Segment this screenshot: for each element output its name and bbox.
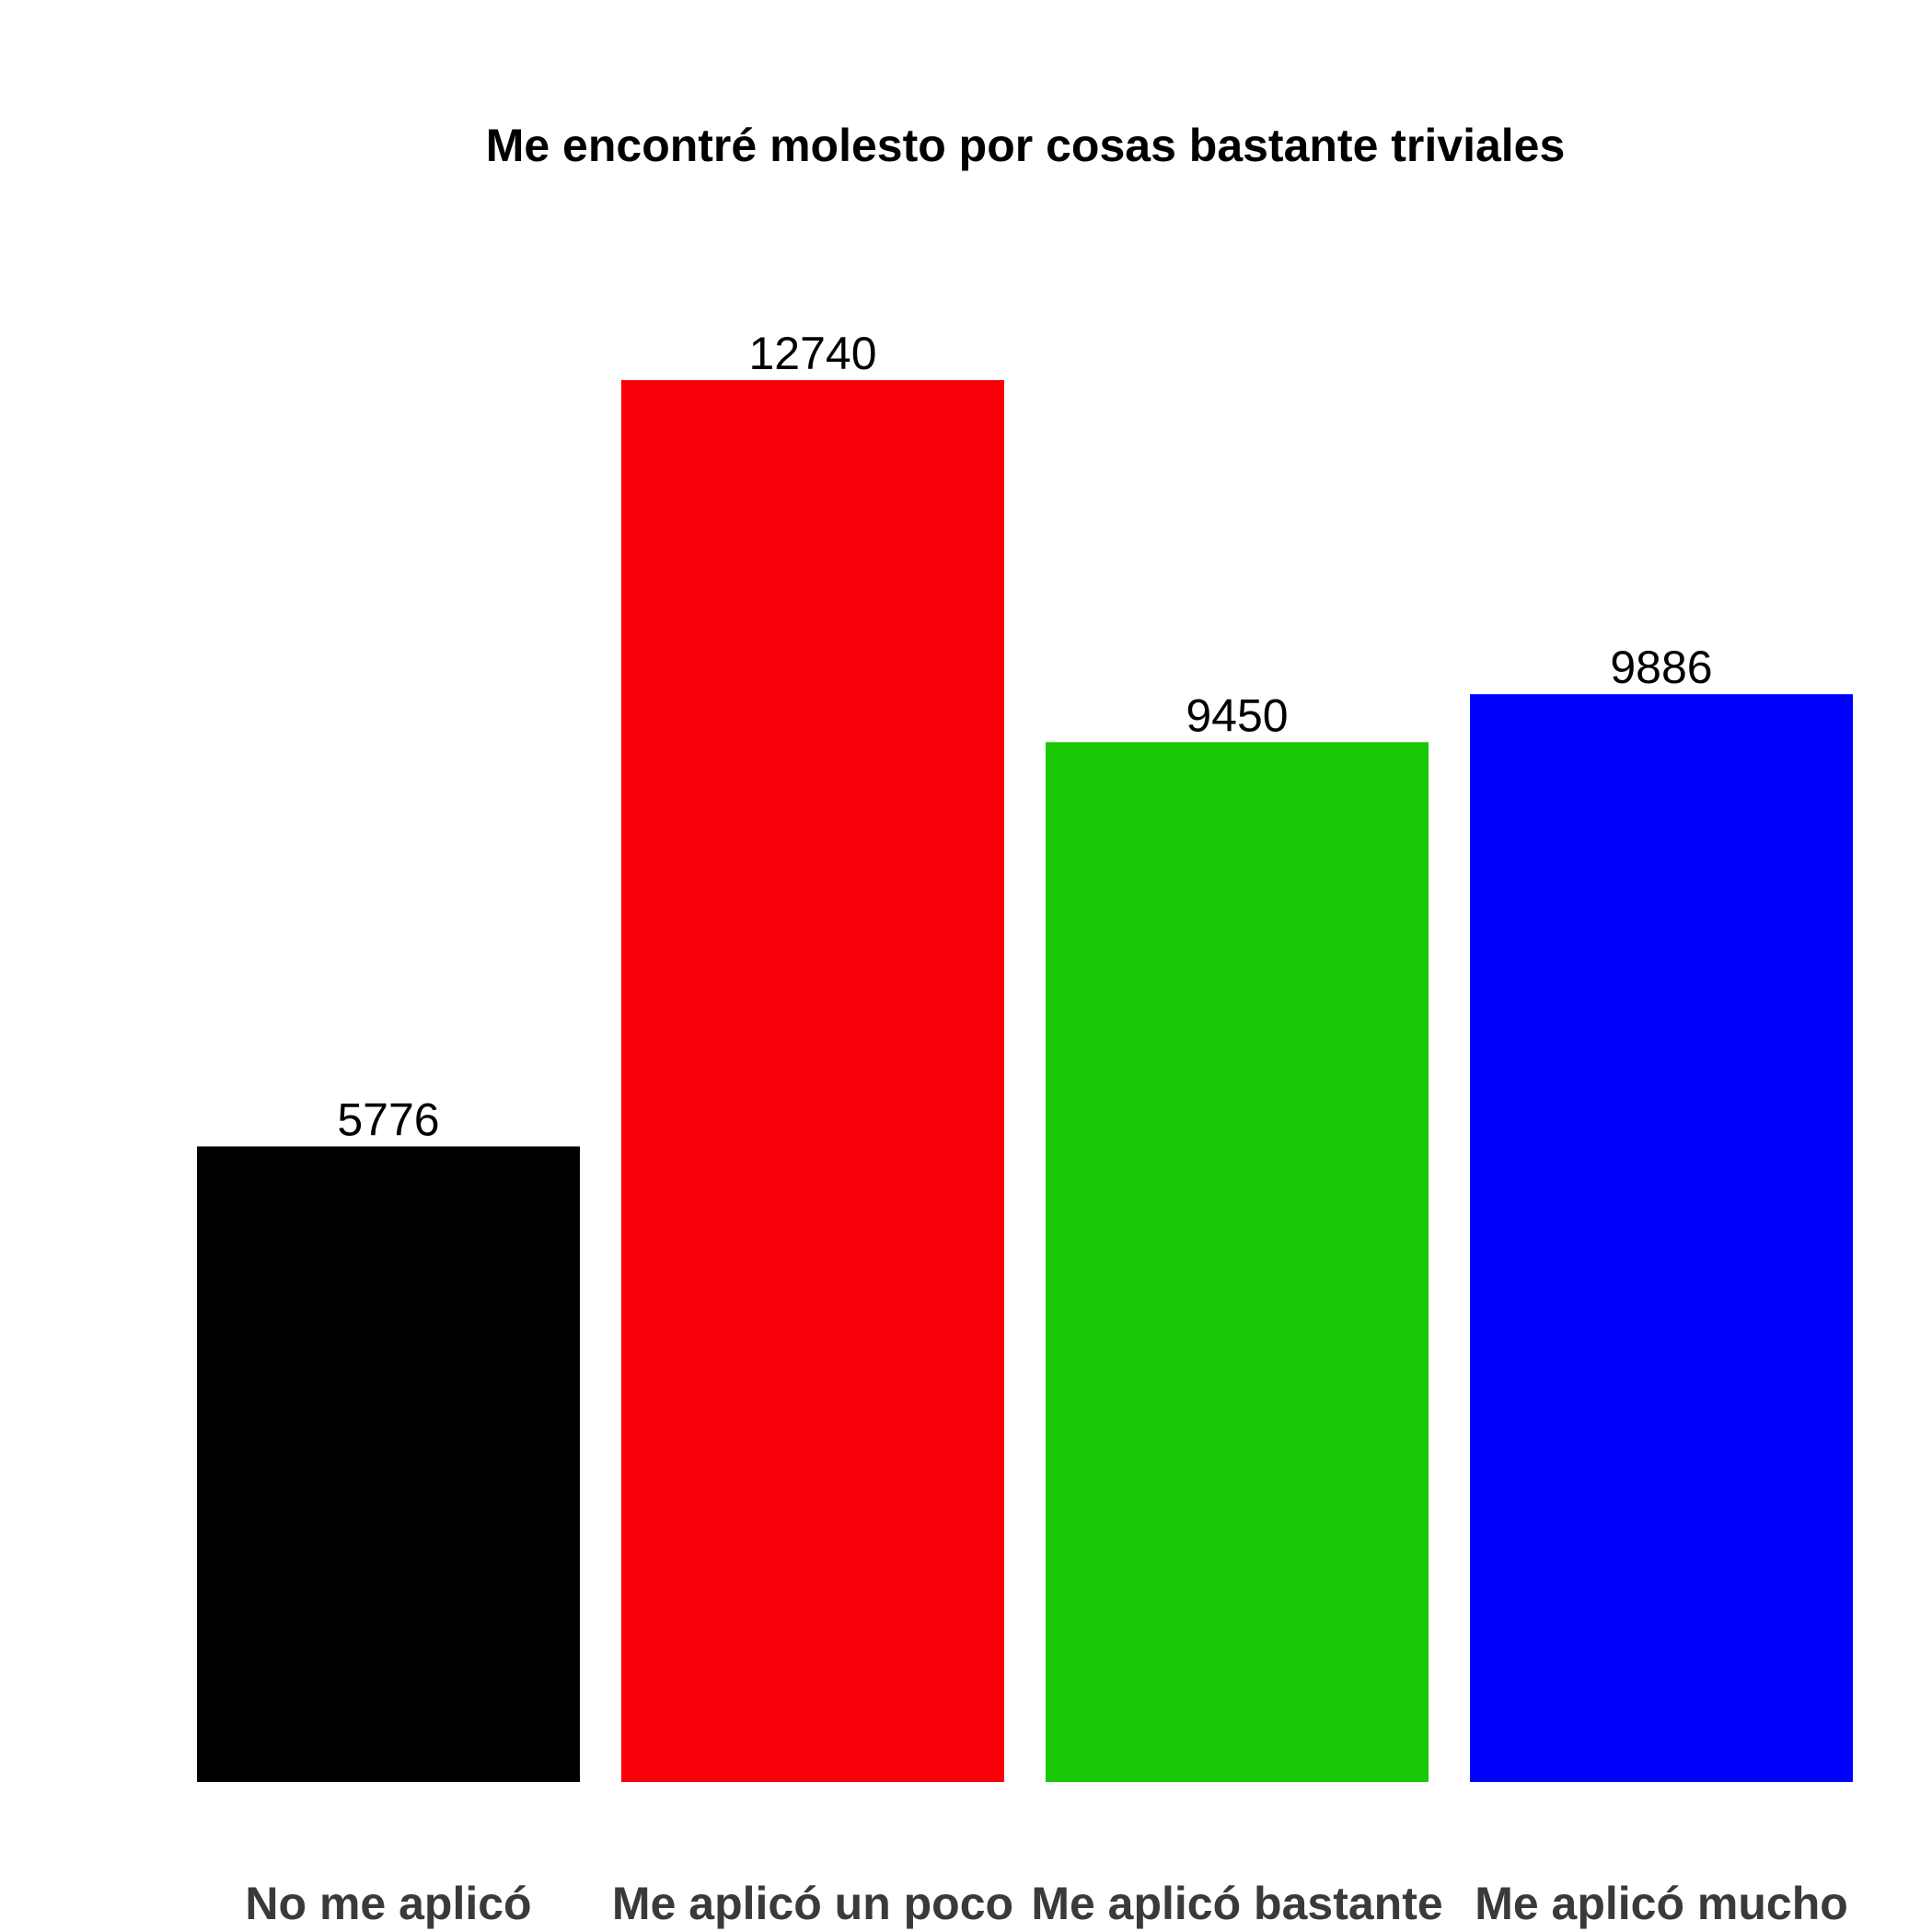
bar-2: [621, 380, 1004, 1782]
chart-title: Me encontré molesto por cosas bastante t…: [486, 120, 1566, 171]
bar-3: [1046, 742, 1429, 1782]
bars-group: [197, 380, 1853, 1782]
category-label-2: Me aplicó un poco: [612, 1878, 1013, 1929]
bar-1: [197, 1146, 580, 1782]
value-label-4: 9886: [1610, 642, 1712, 693]
category-labels-group: No me aplicó Me aplicó un poco Me aplicó b…: [245, 1878, 1847, 1929]
category-label-1: No me aplicó: [245, 1878, 531, 1929]
value-label-2: 12740: [748, 328, 876, 379]
value-label-1: 5776: [337, 1094, 439, 1146]
bar-4: [1470, 694, 1853, 1782]
category-label-3: Me aplicó bastante: [1031, 1878, 1442, 1929]
value-label-3: 9450: [1186, 689, 1288, 741]
value-labels-group: 5776 12740 9450 9886: [337, 328, 1712, 1146]
category-label-4: Me aplicó mucho: [1475, 1878, 1848, 1929]
